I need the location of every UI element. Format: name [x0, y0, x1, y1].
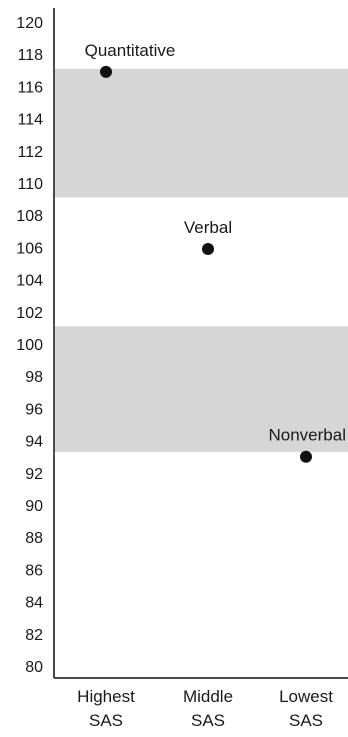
shaded-band-2 [55, 326, 348, 452]
y-tick-label: 102 [16, 305, 43, 322]
bands-layer [55, 68, 348, 452]
y-tick-label: 98 [25, 369, 43, 386]
data-point-quantitative [100, 65, 112, 78]
y-tick-label: 106 [16, 240, 43, 257]
y-tick-label: 92 [25, 466, 43, 483]
y-tick-label: 108 [16, 208, 43, 225]
y-tick-label: 88 [25, 530, 43, 547]
data-point-verbal [202, 243, 214, 256]
data-point-label: Nonverbal [269, 426, 347, 445]
y-tick-label: 120 [16, 15, 43, 32]
points-layer: Quantitative Verbal Nonverbal [85, 41, 346, 463]
x-category-label: Highest [77, 687, 135, 706]
x-category-label: SAS [289, 711, 323, 730]
y-tick-label: 90 [25, 498, 43, 515]
data-point-label: Quantitative [85, 41, 176, 60]
data-point-label: Verbal [184, 218, 232, 237]
x-category-label: SAS [191, 711, 225, 730]
y-tick-label: 110 [17, 176, 43, 193]
x-category-label: Middle [183, 687, 233, 706]
y-tick-label: 116 [17, 79, 43, 96]
y-tick-label: 118 [17, 47, 43, 64]
y-tick-label: 104 [16, 273, 43, 290]
data-point-nonverbal [300, 450, 312, 463]
axis-layer [53, 8, 348, 679]
x-category-label: Lowest [279, 687, 333, 706]
x-categories-layer: Highest SAS Middle SAS Lowest SAS [77, 687, 333, 730]
y-tick-label: 96 [25, 401, 43, 418]
y-tick-label: 112 [17, 144, 43, 161]
y-tick-label: 82 [25, 627, 43, 644]
y-ticks-layer: 80 82 84 86 88 90 92 94 96 98 100 102 104 106 108 110 11… [16, 15, 43, 676]
y-tick-label: 94 [25, 434, 43, 451]
y-tick-label: 86 [25, 562, 43, 579]
shaded-band-1 [55, 68, 348, 198]
x-category-label: SAS [89, 711, 123, 730]
y-tick-label: 80 [25, 659, 43, 676]
y-tick-label: 84 [25, 595, 43, 612]
y-tick-label: 100 [16, 337, 43, 354]
y-tick-label: 114 [17, 112, 43, 129]
